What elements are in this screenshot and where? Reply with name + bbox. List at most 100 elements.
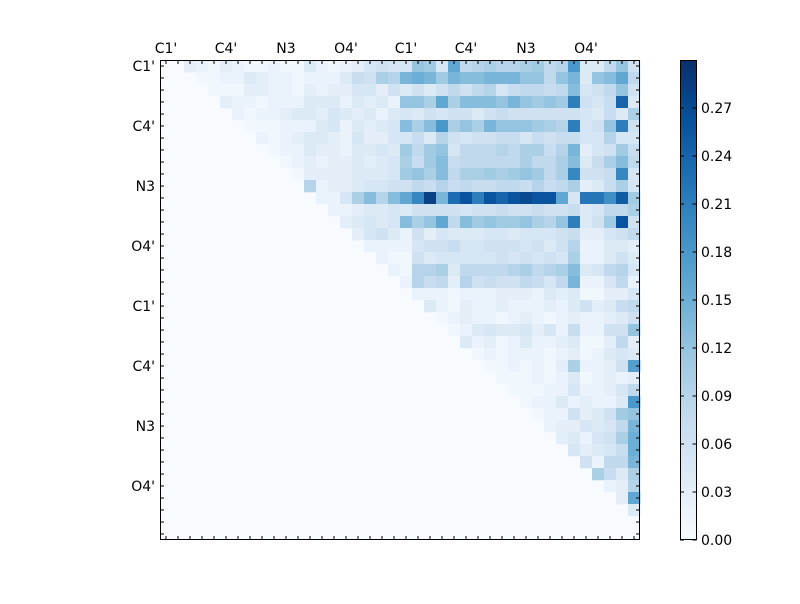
heatmap-cell xyxy=(376,192,389,205)
heatmap-cell xyxy=(616,456,629,469)
heatmap-cell xyxy=(436,204,449,217)
heatmap-cell xyxy=(568,288,581,301)
heatmap-cell xyxy=(556,396,569,409)
heatmap-cell xyxy=(400,72,413,85)
x-tick-label: N3 xyxy=(276,41,295,57)
heatmap-cell xyxy=(568,168,581,181)
heatmap-cell xyxy=(628,108,641,121)
heatmap-cell xyxy=(472,216,485,229)
heatmap-cell xyxy=(496,120,509,133)
heatmap-cell xyxy=(580,132,593,145)
heatmap-cell xyxy=(604,312,617,325)
heatmap-cell xyxy=(244,108,257,121)
heatmap-cell xyxy=(328,96,341,109)
heatmap-cell xyxy=(436,96,449,109)
heatmap-cell xyxy=(424,276,437,289)
heatmap-cell xyxy=(472,108,485,121)
heatmap-cell xyxy=(340,156,353,169)
heatmap-cell xyxy=(532,204,545,217)
heatmap-cell xyxy=(604,288,617,301)
heatmap-cell xyxy=(292,144,305,157)
heatmap-cell xyxy=(376,84,389,97)
heatmap-cell xyxy=(436,108,449,121)
heatmap-cell xyxy=(604,360,617,373)
heatmap-cell xyxy=(580,372,593,385)
heatmap-cell xyxy=(340,120,353,133)
heatmap-cell xyxy=(400,216,413,229)
heatmap-cell xyxy=(592,252,605,265)
heatmap-cell xyxy=(508,336,521,349)
heatmap-cell xyxy=(532,324,545,337)
heatmap-cell xyxy=(568,180,581,193)
heatmap-cell xyxy=(508,252,521,265)
heatmap-cell xyxy=(472,192,485,205)
heatmap-cell xyxy=(568,432,581,445)
heatmap-cell xyxy=(316,96,329,109)
heatmap-cell xyxy=(520,156,533,169)
heatmap-cell xyxy=(580,300,593,313)
heatmap-cell xyxy=(484,60,497,73)
heatmap-cell xyxy=(436,240,449,253)
heatmap-cell xyxy=(628,348,641,361)
heatmap-cell xyxy=(628,384,641,397)
heatmap-cell xyxy=(520,300,533,313)
heatmap-cell xyxy=(424,120,437,133)
heatmap-cell xyxy=(400,192,413,205)
colorbar-tick-label: 0.15 xyxy=(701,293,732,309)
heatmap-cell xyxy=(436,312,449,325)
heatmap-cell xyxy=(616,432,629,445)
heatmap-cell xyxy=(616,240,629,253)
heatmap-cell xyxy=(340,96,353,109)
heatmap-cell xyxy=(460,132,473,145)
heatmap-cell xyxy=(424,72,437,85)
heatmap-cell xyxy=(544,192,557,205)
heatmap-cell xyxy=(628,96,641,109)
heatmap-cell xyxy=(232,108,245,121)
heatmap-cell xyxy=(364,132,377,145)
heatmap-cell xyxy=(616,168,629,181)
heatmap-cell xyxy=(412,132,425,145)
heatmap-cell xyxy=(472,168,485,181)
x-tick-label: O4' xyxy=(574,41,598,57)
heatmap-cell xyxy=(616,120,629,133)
heatmap-cell xyxy=(424,84,437,97)
heatmap-cell xyxy=(628,252,641,265)
heatmap-cell xyxy=(508,144,521,157)
heatmap-cell xyxy=(388,264,401,277)
heatmap-cell xyxy=(532,288,545,301)
heatmap-cell xyxy=(568,312,581,325)
heatmap-cell xyxy=(400,144,413,157)
heatmap-cell xyxy=(484,180,497,193)
heatmap-cell xyxy=(376,156,389,169)
heatmap-cell xyxy=(340,132,353,145)
x-tick-label: C1' xyxy=(155,41,178,57)
heatmap-cell xyxy=(448,72,461,85)
heatmap-cell xyxy=(580,204,593,217)
heatmap-cell xyxy=(592,192,605,205)
heatmap-cell xyxy=(520,336,533,349)
heatmap-cell xyxy=(520,216,533,229)
heatmap-cell xyxy=(364,168,377,181)
heatmap-cell xyxy=(436,144,449,157)
heatmap-cell xyxy=(532,156,545,169)
heatmap-cell xyxy=(568,120,581,133)
heatmap-cell xyxy=(604,216,617,229)
heatmap-cell xyxy=(220,72,233,85)
heatmap-cell xyxy=(364,156,377,169)
heatmap-cell xyxy=(292,168,305,181)
axis-ticks xyxy=(160,60,640,540)
heatmap-cell xyxy=(412,108,425,121)
heatmap-cell xyxy=(304,132,317,145)
heatmap-cell xyxy=(628,300,641,313)
heatmap-cell xyxy=(604,252,617,265)
heatmap-cell xyxy=(256,72,269,85)
heatmap-cell xyxy=(400,252,413,265)
heatmap-cell xyxy=(400,120,413,133)
heatmap-cell xyxy=(460,300,473,313)
heatmap-cell xyxy=(424,216,437,229)
heatmap-cell xyxy=(436,60,449,73)
heatmap-cell xyxy=(412,228,425,241)
heatmap-cell xyxy=(412,168,425,181)
heatmap-cell xyxy=(448,108,461,121)
